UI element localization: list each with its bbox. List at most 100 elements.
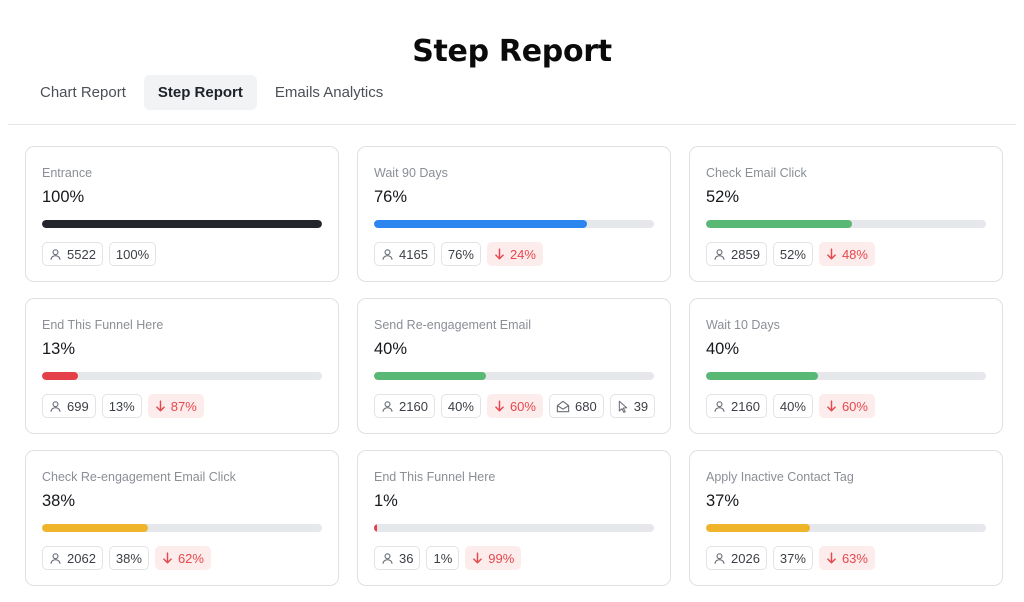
percent-badge-value: 76% — [447, 246, 474, 262]
step-stats: 699 13% 87% — [42, 394, 322, 418]
contacts-value: 5522 — [67, 246, 96, 262]
step-percent: 76% — [374, 188, 408, 206]
progress-fill — [42, 524, 149, 532]
percent-badge: 76% — [440, 242, 481, 266]
step-card[interactable]: Wait 90 Days 76% 4165 76% 24% — [357, 146, 671, 282]
step-card[interactable]: Send Re-engagement Email 40% 2160 40% 60% 680… — [357, 298, 671, 434]
step-card[interactable]: Entrance 100% 5522 100% — [25, 146, 339, 282]
progress-track — [706, 220, 986, 228]
contacts-value: 2859 — [731, 246, 760, 262]
user-icon — [713, 248, 726, 261]
user-icon — [381, 400, 394, 413]
step-percent: 38% — [42, 492, 76, 510]
contacts-count: 2026 — [706, 546, 767, 570]
progress-fill — [374, 524, 377, 532]
step-percent: 52% — [706, 188, 740, 206]
tab-step-report[interactable]: Step Report — [143, 75, 257, 110]
user-icon — [713, 552, 726, 565]
contacts-count: 699 — [42, 394, 96, 418]
step-stats: 5522 100% — [42, 242, 322, 266]
drop-off-badge: 62% — [154, 546, 211, 570]
percent-badge: 40% — [772, 394, 813, 418]
arrow-down-icon — [494, 248, 505, 260]
progress-track — [706, 372, 986, 380]
drop-off-badge: 48% — [818, 242, 875, 266]
step-card[interactable]: End This Funnel Here 13% 699 13% 87% — [25, 298, 339, 434]
contacts-count: 5522 — [42, 242, 103, 266]
step-card[interactable]: Wait 10 Days 40% 2160 40% 60% — [689, 298, 1003, 434]
step-percent: 1% — [374, 492, 398, 510]
step-card[interactable]: Apply Inactive Contact Tag 37% 2026 37% 63% — [689, 450, 1003, 586]
arrow-down-icon — [162, 552, 173, 564]
step-percent: 40% — [706, 340, 740, 358]
step-card[interactable]: Check Re-engagement Email Click 38% 2062 38… — [25, 450, 339, 586]
percent-badge-value: 37% — [779, 550, 806, 566]
drop-off-value: 60% — [509, 398, 536, 414]
drop-off-badge: 63% — [818, 546, 875, 570]
contacts-value: 2160 — [731, 398, 760, 414]
percent-badge: 38% — [108, 546, 149, 570]
step-card[interactable]: End This Funnel Here 1% 36 1% 99% — [357, 450, 671, 586]
step-stats: 2026 37% 63% — [706, 546, 986, 570]
contacts-count: 36 — [374, 546, 421, 570]
tab-chart-report[interactable]: Chart Report — [40, 84, 126, 101]
drop-off-badge: 87% — [147, 394, 204, 418]
progress-track — [42, 220, 322, 228]
drop-off-value: 87% — [170, 398, 197, 414]
contacts-value: 4165 — [399, 246, 428, 262]
tab-emails-analytics[interactable]: Emails Analytics — [274, 84, 384, 101]
step-card[interactable]: Check Email Click 52% 2859 52% 48% — [689, 146, 1003, 282]
user-icon — [713, 400, 726, 413]
step-cards-grid: Entrance 100% 5522 100% Wait 90 Days 76% 4165 7… — [25, 146, 1003, 586]
step-stats: 4165 76% 24% — [374, 242, 654, 266]
tabs-divider — [8, 124, 1016, 125]
step-title: End This Funnel Here — [42, 318, 164, 332]
arrow-down-icon — [472, 552, 483, 564]
progress-fill — [706, 372, 818, 380]
step-title: Entrance — [42, 166, 93, 180]
step-title: Apply Inactive Contact Tag — [706, 470, 854, 484]
cursor-icon — [617, 400, 629, 413]
percent-badge-value: 13% — [108, 398, 135, 414]
percent-badge: 1% — [426, 546, 460, 570]
percent-badge: 37% — [772, 546, 813, 570]
step-stats: 2062 38% 62% — [42, 546, 322, 570]
percent-badge-value: 52% — [779, 246, 806, 262]
progress-track — [374, 220, 654, 228]
progress-track — [42, 524, 322, 532]
drop-off-badge: 60% — [486, 394, 543, 418]
step-stats: 36 1% 99% — [374, 546, 654, 570]
arrow-down-icon — [155, 400, 166, 412]
progress-fill — [706, 524, 810, 532]
step-percent: 13% — [42, 340, 76, 358]
progress-track — [706, 524, 986, 532]
percent-badge: 40% — [440, 394, 481, 418]
progress-track — [374, 372, 654, 380]
progress-fill — [42, 372, 79, 380]
contacts-count: 2859 — [706, 242, 767, 266]
percent-badge-value: 38% — [115, 550, 142, 566]
percent-badge-value: 40% — [779, 398, 806, 414]
step-percent: 40% — [374, 340, 408, 358]
percent-badge-value: 40% — [447, 398, 474, 414]
email-clicks-count: 39 — [609, 394, 656, 418]
user-icon — [49, 248, 62, 261]
step-title: Wait 10 Days — [706, 318, 780, 332]
email-clicks-value: 39 — [633, 398, 649, 414]
percent-badge-value: 1% — [433, 550, 453, 566]
percent-badge-value: 100% — [115, 246, 150, 262]
percent-badge: 13% — [101, 394, 142, 418]
contacts-count: 2160 — [374, 394, 435, 418]
step-stats: 2160 40% 60% 680 39 — [374, 394, 656, 418]
drop-off-badge: 24% — [486, 242, 543, 266]
drop-off-value: 62% — [177, 550, 204, 566]
arrow-down-icon — [826, 400, 837, 412]
arrow-down-icon — [494, 400, 505, 412]
contacts-count: 2160 — [706, 394, 767, 418]
step-percent: 37% — [706, 492, 740, 510]
page-title: Step Report — [412, 34, 612, 69]
drop-off-value: 63% — [841, 550, 868, 566]
progress-track — [42, 372, 322, 380]
contacts-count: 2062 — [42, 546, 103, 570]
progress-fill — [42, 220, 322, 228]
